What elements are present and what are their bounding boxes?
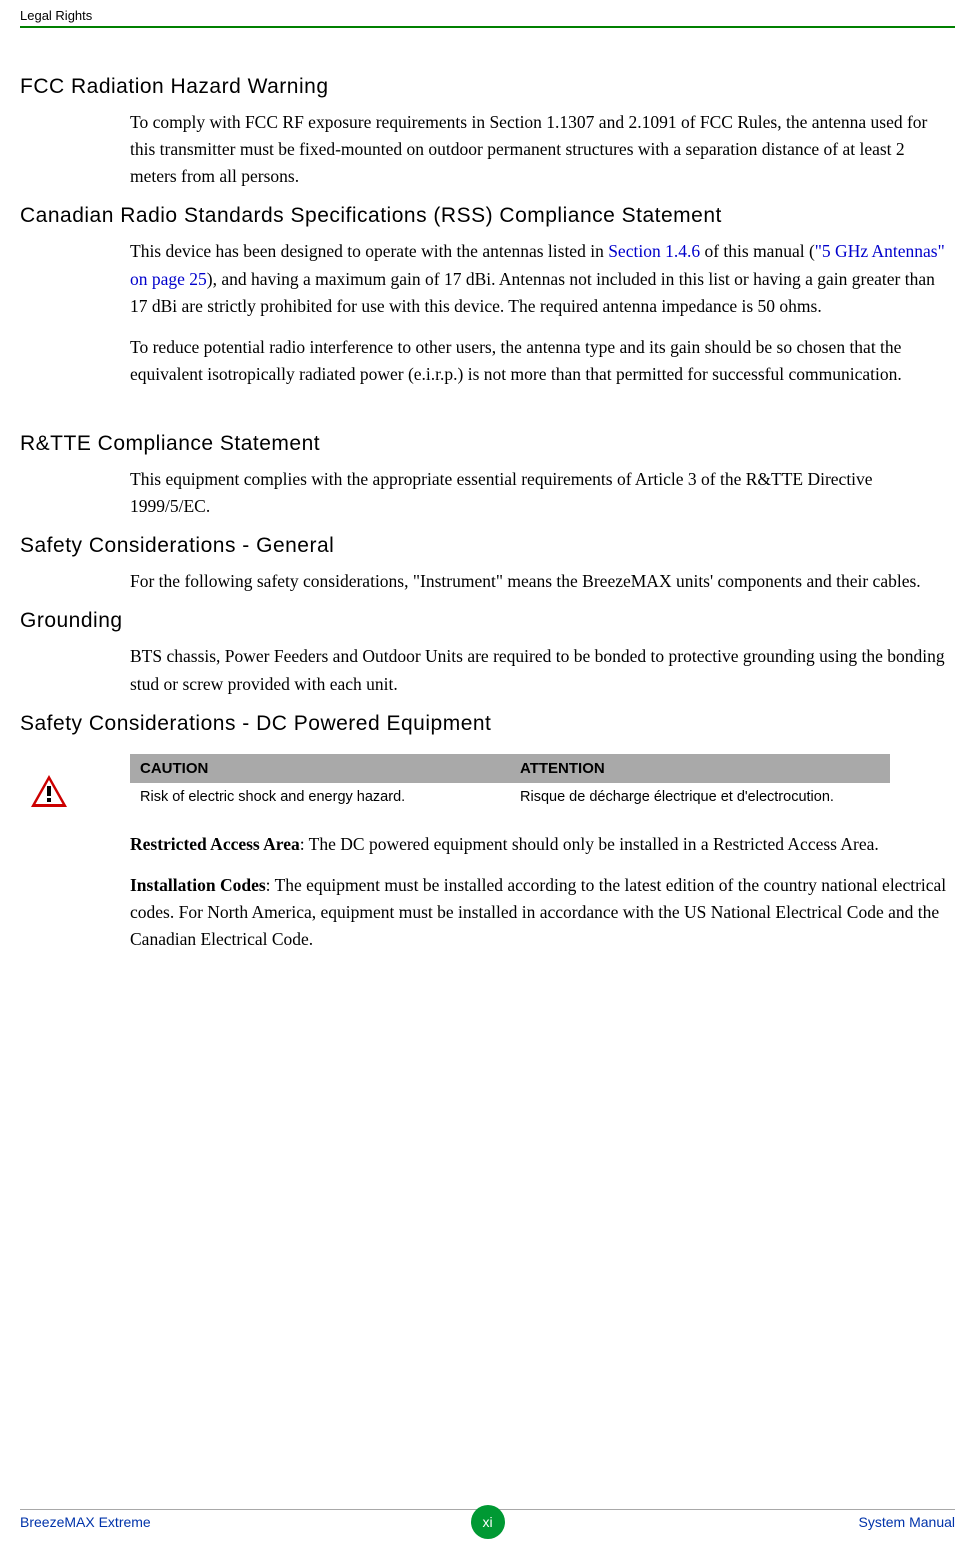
restricted-label: Restricted Access Area [130,834,300,854]
grounding-body: BTS chassis, Power Feeders and Outdoor U… [130,643,955,697]
content: FCC Radiation Hazard Warning To comply w… [20,75,955,967]
rtte-title: R&TTE Compliance Statement [20,432,955,456]
caution-body-left: Risk of electric shock and energy hazard… [130,783,510,811]
grounding-title: Grounding [20,609,955,633]
rss-body-2: To reduce potential radio interference t… [130,334,955,388]
caution-header-right: ATTENTION [510,754,890,783]
caution-body-right: Risque de décharge électrique et d'elect… [510,783,890,811]
safety-general-body: For the following safety considerations,… [130,568,955,595]
restricted-access-para: Restricted Access Area: The DC powered e… [130,831,955,858]
caution-block: CAUTION ATTENTION Risk of electric shock… [20,754,955,813]
restricted-text: : The DC powered equipment should only b… [300,834,879,854]
rss-link-section[interactable]: Section 1.4.6 [608,241,700,261]
rss-body-1: This device has been designed to operate… [130,238,955,319]
rss-title: Canadian Radio Standards Specifications … [20,204,955,228]
caution-header-left: CAUTION [130,754,510,783]
safety-general-title: Safety Considerations - General [20,534,955,558]
fcc-title: FCC Radiation Hazard Warning [20,75,955,99]
rss-body1-pre: This device has been designed to operate… [130,241,608,261]
spacer [20,402,955,424]
fcc-body: To comply with FCC RF exposure requireme… [130,109,955,190]
caution-table: CAUTION ATTENTION Risk of electric shock… [130,754,890,811]
rtte-body: This equipment complies with the appropr… [130,466,955,520]
rss-body1-post: ), and having a maximum gain of 17 dBi. … [130,269,935,316]
safety-dc-title: Safety Considerations - DC Powered Equip… [20,712,955,736]
footer-right: System Manual [859,1514,955,1530]
rss-body1-mid: of this manual ( [700,241,815,261]
footer-left: BreezeMAX Extreme [20,1514,151,1530]
install-label: Installation Codes [130,875,266,895]
header-title: Legal Rights [20,8,92,23]
caution-icon [30,774,70,813]
footer: BreezeMAX Extreme xi System Manual [20,1509,955,1530]
footer-page-number: xi [471,1505,505,1539]
page-header: Legal Rights [20,8,955,28]
installation-codes-para: Installation Codes: The equipment must b… [130,872,955,953]
